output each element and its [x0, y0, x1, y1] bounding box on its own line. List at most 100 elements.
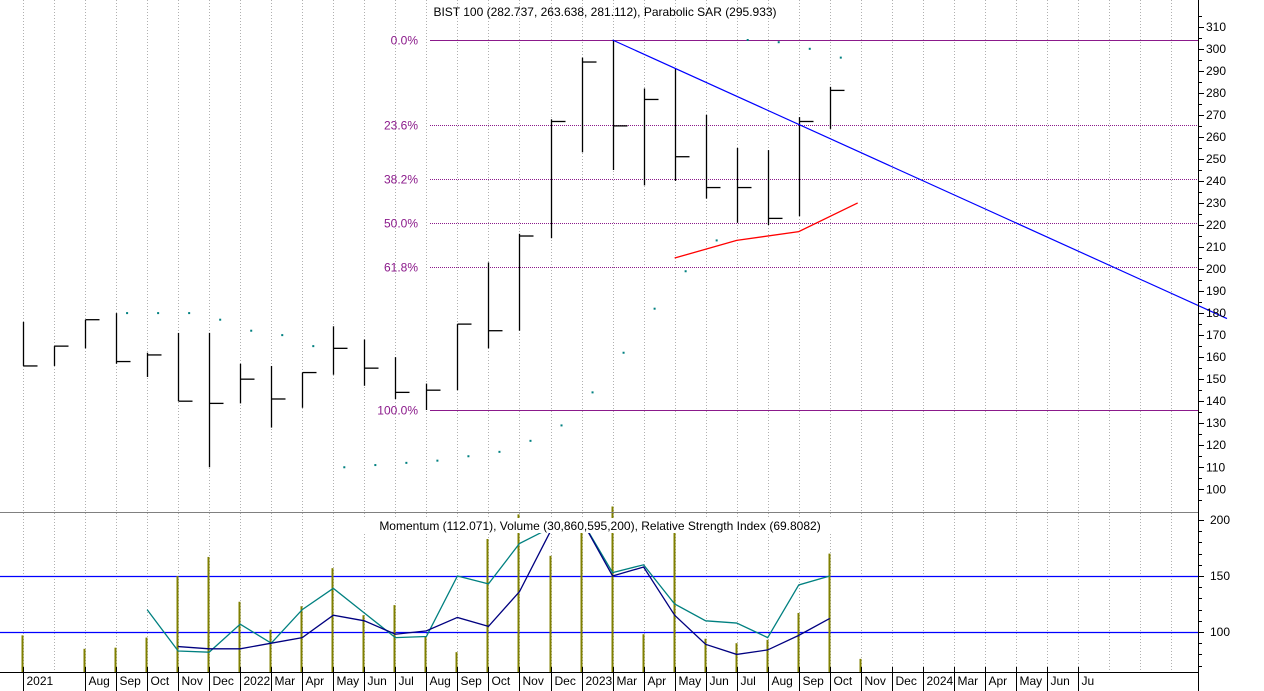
x-tick-label: Mar	[275, 674, 296, 688]
x-tick-label: 2021	[27, 674, 54, 688]
sar-point	[839, 56, 842, 59]
y-tick-label: 160	[1206, 350, 1226, 364]
y-tick-label: 120	[1206, 438, 1226, 452]
sar-point	[188, 312, 191, 315]
x-tick-label: Apr	[306, 674, 325, 688]
sar-point	[684, 270, 687, 273]
x-tick-label: 2023	[586, 674, 613, 688]
y-tick-label: 290	[1206, 64, 1226, 78]
x-tick-label: Apr	[989, 674, 1008, 688]
fib-label: 38.2%	[384, 173, 418, 187]
fib-label: 61.8%	[384, 261, 418, 275]
x-tick-label: Jul	[399, 674, 414, 688]
y-tick-label: 210	[1206, 240, 1226, 254]
y-tick-label: 150	[1206, 372, 1226, 386]
indicator-panel	[0, 506, 1198, 672]
y-tick-label: 260	[1206, 130, 1226, 144]
sar-point	[715, 239, 718, 242]
x-tick-label: Apr	[648, 674, 667, 688]
y-tick-label: 100	[1206, 482, 1226, 496]
x-tick-label: Sep	[120, 674, 142, 688]
x-tick-label: May	[679, 674, 702, 688]
y-tick-label: 140	[1206, 394, 1226, 408]
sar-point	[219, 318, 222, 321]
y-tick-label: 250	[1206, 152, 1226, 166]
sar-point	[343, 466, 346, 469]
trend-lines	[612, 39, 1228, 320]
x-tick-label: May	[337, 674, 360, 688]
fib-label: 100.0%	[377, 404, 418, 418]
fib-label: 23.6%	[384, 119, 418, 133]
x-tick-label: Jul	[741, 674, 756, 688]
sar-point	[622, 351, 625, 354]
x-tick-label: Jun	[1051, 674, 1070, 688]
x-tick-label: Aug	[89, 674, 110, 688]
x-tick-label: Nov	[523, 674, 544, 688]
y-tick-label: 230	[1206, 196, 1226, 210]
rsi-line	[178, 519, 831, 656]
vertical-gridlines	[23, 0, 1172, 672]
sar-point	[653, 307, 656, 310]
x-tick-label: May	[1020, 674, 1043, 688]
y-tick-label: 130	[1206, 416, 1226, 430]
sar-point	[777, 41, 780, 44]
price-bars	[22, 40, 845, 468]
y-tick-label-lower: 150	[1210, 569, 1230, 583]
y-tick-label-lower: 200	[1210, 513, 1230, 527]
x-tick-label: Sep	[461, 674, 483, 688]
axes: 100 110 120 130 140 150 160 170 180 190 200 210 220 2…	[0, 0, 1230, 691]
sar-point	[498, 450, 501, 453]
sar-point	[281, 334, 284, 337]
sar-point	[157, 312, 160, 315]
upper-chart-title: BIST 100 (282.737, 263.638, 281.112), Pa…	[433, 5, 776, 19]
fib-label: 0.0%	[391, 34, 419, 48]
x-tick-label: Oct	[834, 674, 853, 688]
sar-point	[591, 391, 594, 394]
parabolic-sar	[126, 39, 842, 469]
sar-point	[436, 459, 439, 462]
x-tick-label: Dec	[896, 674, 917, 688]
sar-point	[560, 424, 563, 427]
y-tick-label: 240	[1206, 174, 1226, 188]
x-tick-label: Dec	[213, 674, 234, 688]
x-tick-label: 2022	[244, 674, 271, 688]
y-tick-label: 270	[1206, 108, 1226, 122]
y-tick-label: 110	[1206, 460, 1225, 474]
x-tick-label: Aug	[772, 674, 793, 688]
sar-point	[312, 345, 315, 348]
sar-point	[467, 455, 470, 458]
y-tick-label: 180	[1206, 306, 1226, 320]
downtrend-line	[612, 39, 1228, 320]
x-tick-label: Mar	[617, 674, 638, 688]
x-tick-label: Mar	[958, 674, 979, 688]
sar-point	[126, 312, 129, 315]
x-tick-label: Nov	[182, 674, 203, 688]
sar-point	[808, 47, 811, 50]
x-tick-label: Jun	[710, 674, 729, 688]
y-tick-label-lower: 100	[1210, 625, 1230, 639]
lower-title-bg	[352, 518, 849, 533]
y-tick-label: 170	[1206, 328, 1226, 342]
y-tick-label: 200	[1206, 262, 1226, 276]
x-tick-label: Aug	[430, 674, 451, 688]
y-tick-label: 310	[1206, 20, 1226, 34]
y-tick-label: 300	[1206, 42, 1226, 56]
x-tick-label: Jun	[368, 674, 387, 688]
sar-point	[250, 329, 253, 332]
sar-point	[746, 39, 749, 41]
y-tick-label: 220	[1206, 218, 1226, 232]
x-tick-label: Oct	[492, 674, 511, 688]
sar-point	[374, 464, 377, 467]
lower-chart-title: Momentum (112.071), Volume (30,860,595,2…	[379, 519, 820, 533]
momentum-line	[146, 519, 830, 653]
x-tick-label: 2024	[927, 674, 954, 688]
support-line	[674, 202, 858, 259]
x-tick-label: Oct	[151, 674, 170, 688]
fibonacci-levels: 0.0% 23.6% 38.2% 50.0% 61.8% 100.0%	[377, 34, 1198, 418]
y-tick-label: 280	[1206, 86, 1226, 100]
x-tick-label: Sep	[803, 674, 825, 688]
x-tick-label: Ju	[1082, 674, 1095, 688]
sar-point	[529, 439, 532, 442]
y-tick-label: 190	[1206, 284, 1226, 298]
